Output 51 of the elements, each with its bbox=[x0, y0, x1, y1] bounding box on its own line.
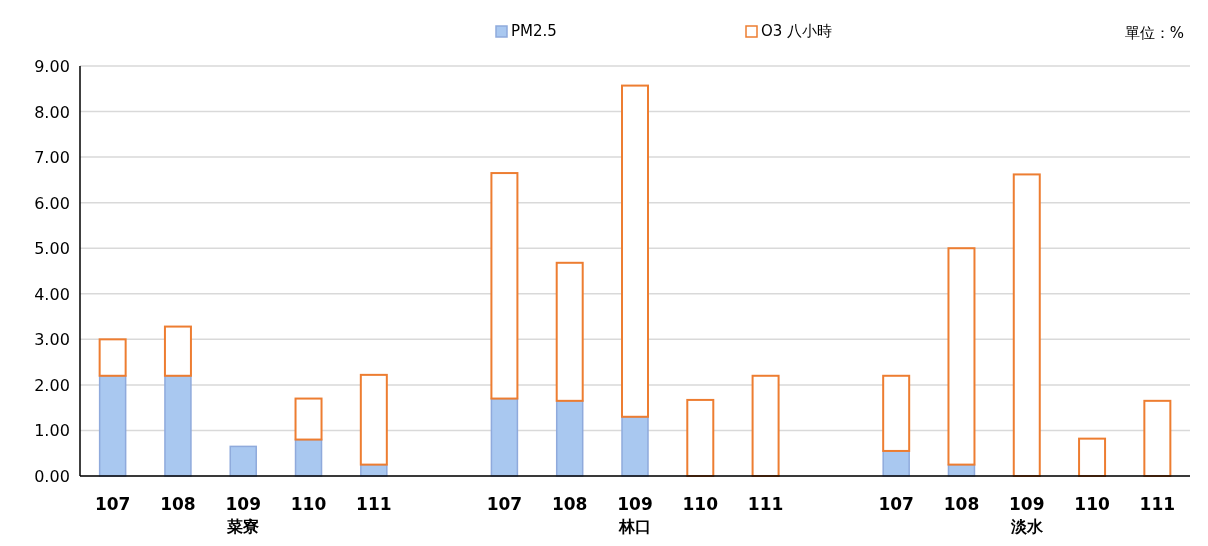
bar bbox=[490, 172, 519, 400]
x-tick-label: 109 bbox=[225, 494, 261, 514]
x-tick-label: 109 bbox=[617, 494, 653, 514]
x-tick-label: 111 bbox=[356, 494, 392, 514]
bar bbox=[98, 375, 127, 477]
bar bbox=[164, 375, 192, 477]
bar bbox=[751, 374, 780, 477]
bar bbox=[686, 398, 715, 477]
text: 單位：% bbox=[1124, 24, 1184, 42]
bar bbox=[1143, 399, 1172, 477]
bar bbox=[229, 445, 257, 477]
bar bbox=[621, 84, 649, 418]
x-tick-label: 111 bbox=[747, 494, 784, 514]
y-tick-label: 3.00 bbox=[34, 330, 70, 350]
text: 淡水 bbox=[1009, 517, 1044, 536]
bar bbox=[555, 261, 584, 402]
x-tick-label: 107 bbox=[878, 494, 914, 514]
y-tick-label: 0.00 bbox=[34, 467, 70, 486]
y-tick-label: 9.00 bbox=[34, 57, 70, 76]
bar bbox=[163, 325, 192, 377]
x-tick-label: 107 bbox=[486, 494, 523, 514]
bar bbox=[294, 397, 323, 441]
bar bbox=[1078, 437, 1107, 477]
y-tick-label: 5.00 bbox=[34, 239, 70, 259]
bar bbox=[490, 397, 519, 477]
y-tick-label: 7.00 bbox=[34, 148, 70, 168]
y-tick-label: 1.00 bbox=[34, 421, 70, 441]
bar bbox=[1012, 173, 1041, 477]
bar bbox=[555, 400, 584, 477]
y-tick-label: 4.00 bbox=[34, 284, 70, 304]
legend-label: O3 八小時 bbox=[761, 22, 833, 40]
bar bbox=[947, 247, 976, 466]
text: 林口 bbox=[618, 517, 651, 536]
x-tick-label: 110 bbox=[1074, 494, 1110, 514]
y-tick-label: 2.00 bbox=[34, 375, 70, 395]
x-tick-label: 111 bbox=[1139, 494, 1176, 514]
bar bbox=[98, 338, 127, 377]
x-tick-label: 110 bbox=[290, 494, 327, 514]
text: 菜寮 bbox=[226, 517, 260, 536]
bar bbox=[359, 373, 388, 466]
x-tick-label: 108 bbox=[943, 494, 980, 514]
x-tick-label: 108 bbox=[160, 494, 196, 514]
y-tick-label: 6.00 bbox=[34, 193, 70, 213]
bar bbox=[882, 374, 911, 452]
legend-label: PM2.5 bbox=[511, 22, 557, 40]
x-tick-label: 108 bbox=[551, 494, 588, 514]
x-tick-label: 107 bbox=[94, 494, 131, 514]
bar bbox=[621, 416, 649, 477]
x-tick-label: 109 bbox=[1009, 494, 1045, 514]
y-tick-label: 8.00 bbox=[34, 102, 70, 122]
x-tick-label: 110 bbox=[682, 494, 719, 514]
